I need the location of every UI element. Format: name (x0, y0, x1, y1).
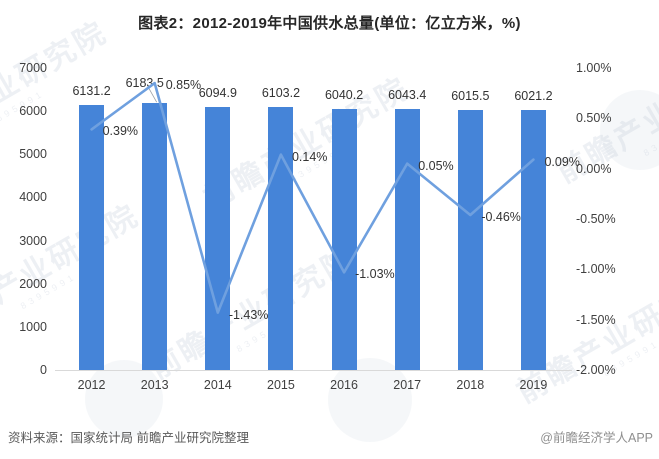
bar (268, 106, 294, 370)
bar (205, 107, 231, 370)
line-point-label: 0.14% (291, 149, 328, 164)
bar (331, 109, 357, 370)
line-point-label: 0.39% (102, 124, 139, 139)
y-axis-tick-label: 5000 (19, 147, 47, 162)
x-axis-label: 2015 (267, 378, 295, 392)
y-axis-tick-label: 7000 (19, 61, 47, 75)
bar-value-label: 6040.2 (324, 88, 364, 103)
x-axis-label: 2012 (77, 378, 106, 392)
bar-value-label: 6015.5 (451, 89, 490, 104)
chart-title: 图表2：2012-2019年中国供水总量(单位：亿立方米，%) (138, 15, 521, 32)
y2-axis-tick-label: 1.00% (576, 61, 612, 75)
y-axis-tick-label: 1000 (19, 319, 47, 334)
line-point-label: -1.03% (355, 267, 395, 282)
y-axis-tick-label: 6000 (19, 104, 47, 119)
line-point-label: 0.05% (418, 158, 454, 173)
x-axis-label: 2016 (330, 378, 358, 392)
y2-axis-tick-label: 0.50% (576, 111, 612, 126)
bar (142, 103, 168, 370)
x-axis-label: 2017 (393, 378, 422, 392)
source-note: 资料来源：国家统计局 前瞻产业研究院整理 (8, 431, 249, 445)
line-point-label: -1.43% (228, 307, 269, 322)
bar (79, 105, 105, 370)
y-axis-tick-label: 2000 (19, 276, 47, 291)
x-axis-label: 2019 (519, 378, 548, 392)
y-axis-tick-label: 3000 (19, 233, 47, 248)
bar-value-label: 6103.2 (261, 85, 301, 100)
line-point-label: -0.46% (481, 209, 521, 224)
y2-axis-tick-label: -2.00% (576, 363, 616, 377)
y-axis-tick-label: 4000 (19, 190, 47, 205)
bar (457, 110, 483, 370)
x-axis-line (55, 370, 572, 371)
bar-value-label: 6043.4 (388, 88, 427, 103)
x-axis-label: 2018 (456, 378, 485, 392)
x-axis-label: 2013 (140, 378, 169, 392)
y2-axis-tick-label: 0.00% (576, 161, 612, 176)
brand-credit: @前瞻经济学人APP (540, 431, 653, 445)
bar-value-label: 6131.2 (72, 84, 111, 99)
bar-value-label: 6094.9 (198, 86, 237, 101)
watermark-logo (600, 90, 659, 170)
line-point-label: 0.85% (165, 78, 202, 93)
y2-axis-tick-label: -0.50% (576, 212, 616, 226)
bar (394, 109, 420, 370)
y2-axis-tick-label: -1.50% (576, 312, 616, 327)
bar-value-label: 6021.2 (514, 89, 553, 104)
bar (520, 110, 546, 370)
line-point-label: 0.09% (544, 154, 580, 169)
bar-value-label: 6183.5 (125, 76, 164, 91)
y2-axis-tick-label: -1.00% (576, 262, 616, 277)
x-axis-label: 2014 (203, 378, 232, 392)
y-axis-tick-label: 0 (40, 363, 47, 377)
